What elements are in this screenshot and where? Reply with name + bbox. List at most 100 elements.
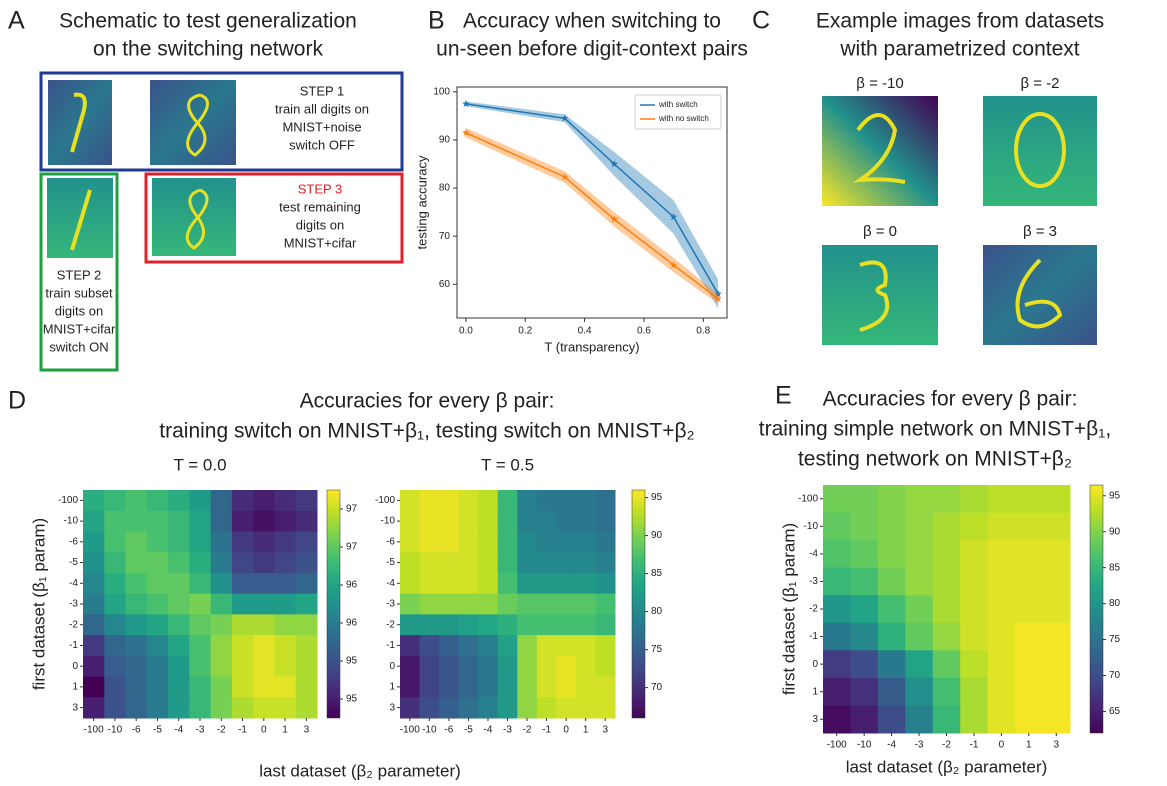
- heatmap-cell: [497, 552, 518, 574]
- heatmap-cell: [517, 614, 538, 636]
- heatmap-cell: [517, 635, 538, 657]
- heatmap-cell: [932, 540, 961, 569]
- heatmap-cell: [932, 595, 961, 624]
- heatmap-cell: [575, 697, 596, 719]
- heatmap-cell: [517, 552, 538, 574]
- heatmap-cell: [556, 552, 577, 574]
- x-tick-label: 0.0: [459, 326, 473, 337]
- heatmap-cell: [83, 655, 105, 678]
- heatmap-cell: [189, 676, 212, 698]
- colorbar-tick-label: 85: [651, 568, 663, 579]
- y-tick-label: 1: [812, 686, 818, 697]
- point-marker: [714, 294, 722, 302]
- step-text: MNIST+cifar: [43, 321, 116, 336]
- heatmap-cell: [497, 655, 518, 678]
- heatmap-cell: [960, 485, 989, 514]
- heatmap-cell: [823, 485, 851, 514]
- heatmap-cell: [1015, 705, 1044, 734]
- heatmap-cell: [932, 677, 961, 706]
- panel-title: Example images from datasets: [816, 10, 1104, 33]
- heatmap-cell: [419, 635, 440, 657]
- colorbar: [1089, 484, 1104, 734]
- heatmap-cell: [478, 697, 499, 719]
- heatmap-cell: [83, 697, 105, 719]
- heatmap-cell: [400, 676, 421, 698]
- heatmap-cell: [932, 567, 961, 596]
- heatmap-cell: [1015, 595, 1044, 624]
- image-label: β = 0: [863, 223, 897, 240]
- heatmap-cell: [575, 676, 596, 698]
- heatmap-cell: [439, 552, 460, 574]
- heatmap-cell: [146, 614, 169, 636]
- heatmap-cell: [125, 490, 148, 512]
- x-tick-label: -100: [84, 725, 104, 736]
- digit-stroke: [1014, 112, 1066, 188]
- heatmap-cell: [1015, 540, 1044, 569]
- heatmap-cell: [987, 540, 1016, 569]
- heatmap-cell: [295, 676, 318, 698]
- heatmap-cell: [960, 595, 989, 624]
- heatmap-cell: [189, 552, 212, 574]
- heatmap-cell: [556, 676, 577, 698]
- heatmap-cell: [274, 676, 297, 698]
- heatmap-cell: [478, 531, 499, 553]
- heatmap-cell: [104, 655, 127, 678]
- chart-title: T = 0.5: [481, 455, 534, 474]
- heatmap-cell: [458, 572, 479, 595]
- heatmap-cell: [497, 510, 518, 532]
- heatmap-cell: [595, 635, 616, 657]
- heatmap-cell: [146, 552, 169, 574]
- heatmap-cell: [83, 552, 105, 574]
- heatmap-cell: [850, 485, 879, 514]
- heatmap-cell: [987, 677, 1016, 706]
- heatmap-cell: [274, 697, 297, 719]
- step-text: train all digits on: [275, 101, 369, 116]
- heatmap-cell: [823, 677, 851, 706]
- heatmap-cell: [478, 635, 499, 657]
- x-tick-label: 1: [1026, 740, 1032, 751]
- image-label: β = 3: [1023, 223, 1057, 240]
- heatmap-cell: [595, 510, 616, 532]
- heatmap-cell: [877, 705, 906, 734]
- heatmap-cell: [595, 531, 616, 553]
- x-tick-label: -1: [238, 725, 247, 736]
- heatmap-cell: [1015, 512, 1044, 541]
- heatmap-cell: [877, 512, 906, 541]
- panel-title: training simple network on MNIST+β₁,: [759, 418, 1111, 441]
- heatmap-cell: [83, 635, 105, 657]
- x-tick-label: 3: [602, 725, 608, 736]
- colorbar-tick-label: 96: [346, 618, 358, 629]
- heatmap-cell: [478, 655, 499, 678]
- heatmap-cell: [877, 622, 906, 651]
- heatmap-cell: [104, 490, 127, 512]
- heatmap-cell: [497, 635, 518, 657]
- heatmap-cell: [146, 510, 169, 532]
- heatmap-cell: [189, 510, 212, 532]
- x-axis-label: last dataset (β₂ parameter): [259, 761, 461, 780]
- heatmap-cell: [439, 635, 460, 657]
- heatmap-cell: [497, 572, 518, 595]
- heatmap-cell: [295, 490, 318, 512]
- step-text: digits on: [296, 217, 344, 232]
- heatmap-cell: [932, 650, 961, 679]
- x-tick-label: 3: [304, 725, 310, 736]
- heatmap-cell: [1042, 650, 1071, 679]
- panel-title: Accuracy when switching to: [463, 10, 721, 33]
- heatmap-cell: [419, 531, 440, 553]
- heatmap-cell: [960, 567, 989, 596]
- heatmap-cell: [189, 490, 212, 512]
- heatmap-cell: [905, 540, 934, 569]
- legend-label: with switch: [658, 100, 698, 109]
- heatmap-cell: [419, 614, 440, 636]
- heatmap-cell: [104, 697, 127, 719]
- colorbar-tick-label: 65: [1109, 706, 1121, 717]
- heatmap-cell: [419, 552, 440, 574]
- heatmap-cell: [295, 614, 318, 636]
- heatmap-cell: [556, 655, 577, 678]
- y-tick-label: -2: [386, 619, 395, 630]
- heatmap-cell: [400, 635, 421, 657]
- heatmap-cell: [850, 705, 879, 734]
- heatmap-cell: [458, 697, 479, 719]
- heatmap-cell: [458, 510, 479, 532]
- heatmap-cell: [497, 614, 518, 636]
